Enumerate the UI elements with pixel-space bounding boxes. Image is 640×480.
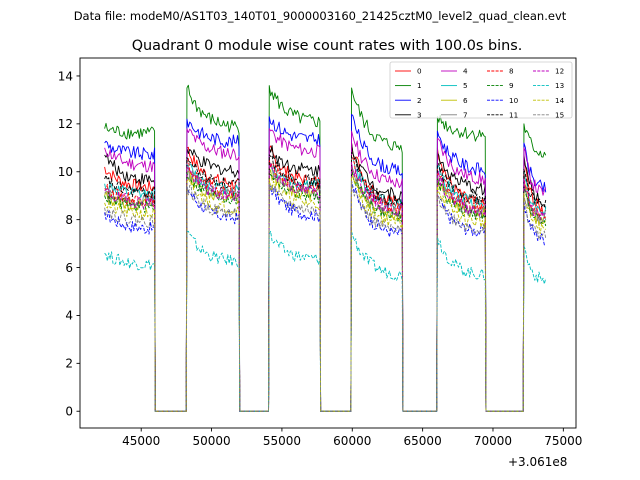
y-tick-label: 12 (58, 117, 73, 131)
series-line-11 (104, 152, 547, 412)
chart-title: Quadrant 0 module wise count rates with … (132, 38, 523, 54)
legend-label: 14 (555, 96, 565, 105)
x-tick-label: 50000 (192, 434, 230, 448)
x-tick-label: 45000 (122, 434, 160, 448)
y-tick-label: 6 (65, 261, 73, 275)
legend-label: 3 (417, 110, 422, 119)
chart-suptitle: Data file: modeM0/AS1T03_140T01_90000031… (74, 9, 567, 23)
legend-label: 15 (555, 110, 564, 119)
y-tick-label: 10 (58, 165, 73, 179)
legend-label: 7 (463, 110, 468, 119)
legend-label: 11 (509, 110, 518, 119)
legend-label: 10 (509, 96, 519, 105)
series-line-13 (104, 230, 547, 412)
series-line-14 (104, 176, 546, 412)
legend-label: 0 (417, 67, 422, 76)
legend-label: 5 (463, 81, 468, 90)
legend-label: 6 (463, 96, 468, 105)
x-axis: 45000 50000 55000 60000 65000 70000 75000 (122, 428, 582, 448)
x-tick-label: 65000 (404, 434, 442, 448)
series-line-8 (104, 156, 547, 412)
legend-label: 4 (463, 67, 468, 76)
legend-label: 12 (555, 67, 564, 76)
series-line-15 (104, 180, 547, 412)
x-tick-label: 60000 (333, 434, 371, 448)
y-tick-label: 2 (65, 357, 73, 371)
y-tick-label: 4 (65, 309, 73, 323)
x-tick-label: 70000 (474, 434, 512, 448)
legend-label: 13 (555, 81, 564, 90)
legend-frame (389, 61, 573, 119)
series-line-10 (104, 180, 546, 412)
legend-label: 8 (509, 67, 514, 76)
x-offset-label: +3.061e8 (508, 455, 567, 469)
legend-label: 9 (509, 81, 514, 90)
series-line-1 (104, 84, 547, 412)
y-tick-label: 8 (65, 213, 73, 227)
legend-label: 1 (417, 81, 422, 90)
y-axis: 0 2 4 6 8 10 12 14 (58, 69, 80, 419)
series-line-3 (104, 142, 547, 412)
series-line-4 (104, 128, 547, 412)
y-tick-label: 14 (58, 69, 73, 83)
x-tick-label: 75000 (544, 434, 582, 448)
series-line-2 (104, 113, 547, 412)
series-layer (104, 84, 547, 412)
x-tick-label: 55000 (263, 434, 301, 448)
axes-frame (79, 57, 577, 429)
y-tick-label: 0 (65, 405, 73, 419)
legend-label: 2 (417, 96, 422, 105)
series-line-12 (104, 161, 546, 412)
